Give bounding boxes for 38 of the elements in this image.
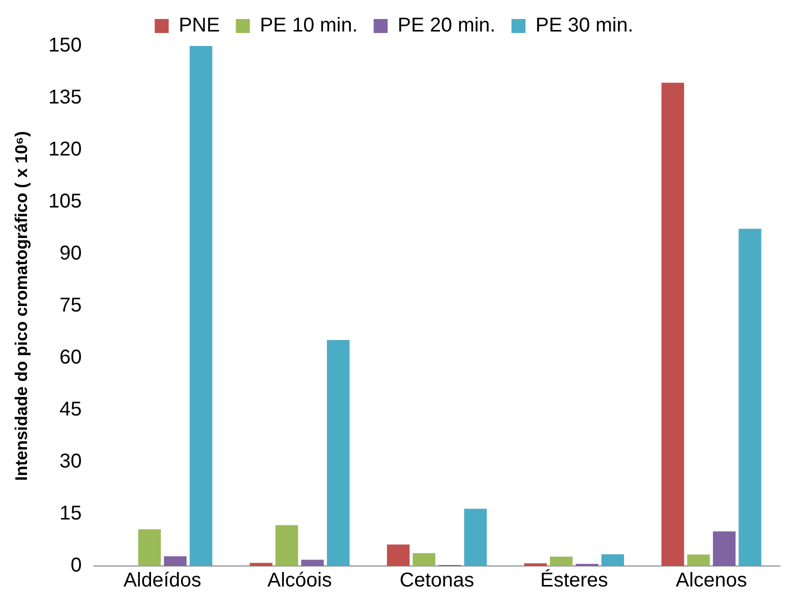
- legend-label: PE 10 min.: [260, 14, 358, 37]
- bar: [550, 556, 573, 566]
- legend-label: PE 20 min.: [398, 14, 496, 37]
- bar: [301, 560, 324, 566]
- y-tick-label: 120: [48, 138, 82, 161]
- bar: [712, 531, 736, 566]
- x-tick-label: Aldeídos: [123, 570, 202, 592]
- bar: [138, 529, 161, 566]
- bar: [250, 562, 272, 566]
- x-tick-label: Alcenos: [676, 570, 747, 592]
- legend-label: PNE: [178, 14, 220, 37]
- x-tick-label: Alcóois: [267, 570, 332, 592]
- bar: [386, 544, 410, 566]
- bar: [464, 508, 487, 566]
- bar: [661, 82, 684, 566]
- bar: [164, 556, 187, 566]
- bar: [190, 46, 212, 566]
- y-tick-label: 30: [60, 450, 82, 473]
- bar: [738, 228, 762, 566]
- bar: [524, 563, 547, 566]
- y-tick-label: 105: [48, 190, 82, 213]
- y-tick-label: 60: [60, 346, 82, 369]
- bar: [412, 553, 436, 566]
- y-tick-label: 90: [60, 242, 82, 265]
- y-tick-label: 150: [48, 34, 82, 57]
- legend-label: PE 30 min.: [535, 14, 634, 37]
- bar: [601, 554, 624, 566]
- y-tick-label: 75: [60, 294, 82, 317]
- y-tick-label: 45: [60, 398, 82, 421]
- bar: [326, 340, 350, 566]
- y-tick-label: 0: [70, 554, 82, 577]
- bar: [275, 525, 298, 566]
- y-tick-label: 135: [48, 86, 82, 109]
- bar: [687, 554, 710, 566]
- y-tick-label: 15: [60, 502, 82, 525]
- x-tick-label: Ésteres: [540, 568, 608, 592]
- y-axis-title: Intensidade do pico cromatográfico ( x 10⁶): [12, 131, 31, 481]
- x-tick-label: Cetonas: [400, 570, 474, 592]
